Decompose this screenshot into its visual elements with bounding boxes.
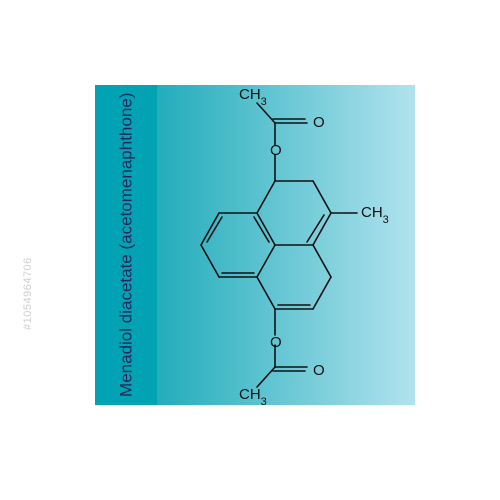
- title-line2: (acetomenaphthone): [116, 93, 135, 250]
- svg-text:O: O: [270, 334, 282, 351]
- title-band: Menadiol diacetate (acetomenaphthone): [95, 85, 157, 405]
- svg-text:CH3: CH3: [361, 204, 389, 226]
- chemical-structure: CH3 O O CH3 O O CH3: [157, 85, 415, 405]
- compound-title: Menadiol diacetate (acetomenaphthone): [116, 93, 136, 397]
- watermark-id: #1054964706: [22, 257, 34, 330]
- svg-text:CH3: CH3: [239, 86, 267, 108]
- card-panel: Menadiol diacetate (acetomenaphthone) CH…: [95, 85, 415, 405]
- svg-text:O: O: [270, 142, 282, 159]
- svg-text:O: O: [313, 362, 325, 379]
- canvas: #1054964706 Menadiol diacetate (acetomen…: [0, 0, 500, 500]
- svg-text:CH3: CH3: [239, 386, 267, 405]
- svg-text:O: O: [313, 114, 325, 131]
- title-line1: Menadiol diacetate: [116, 254, 135, 397]
